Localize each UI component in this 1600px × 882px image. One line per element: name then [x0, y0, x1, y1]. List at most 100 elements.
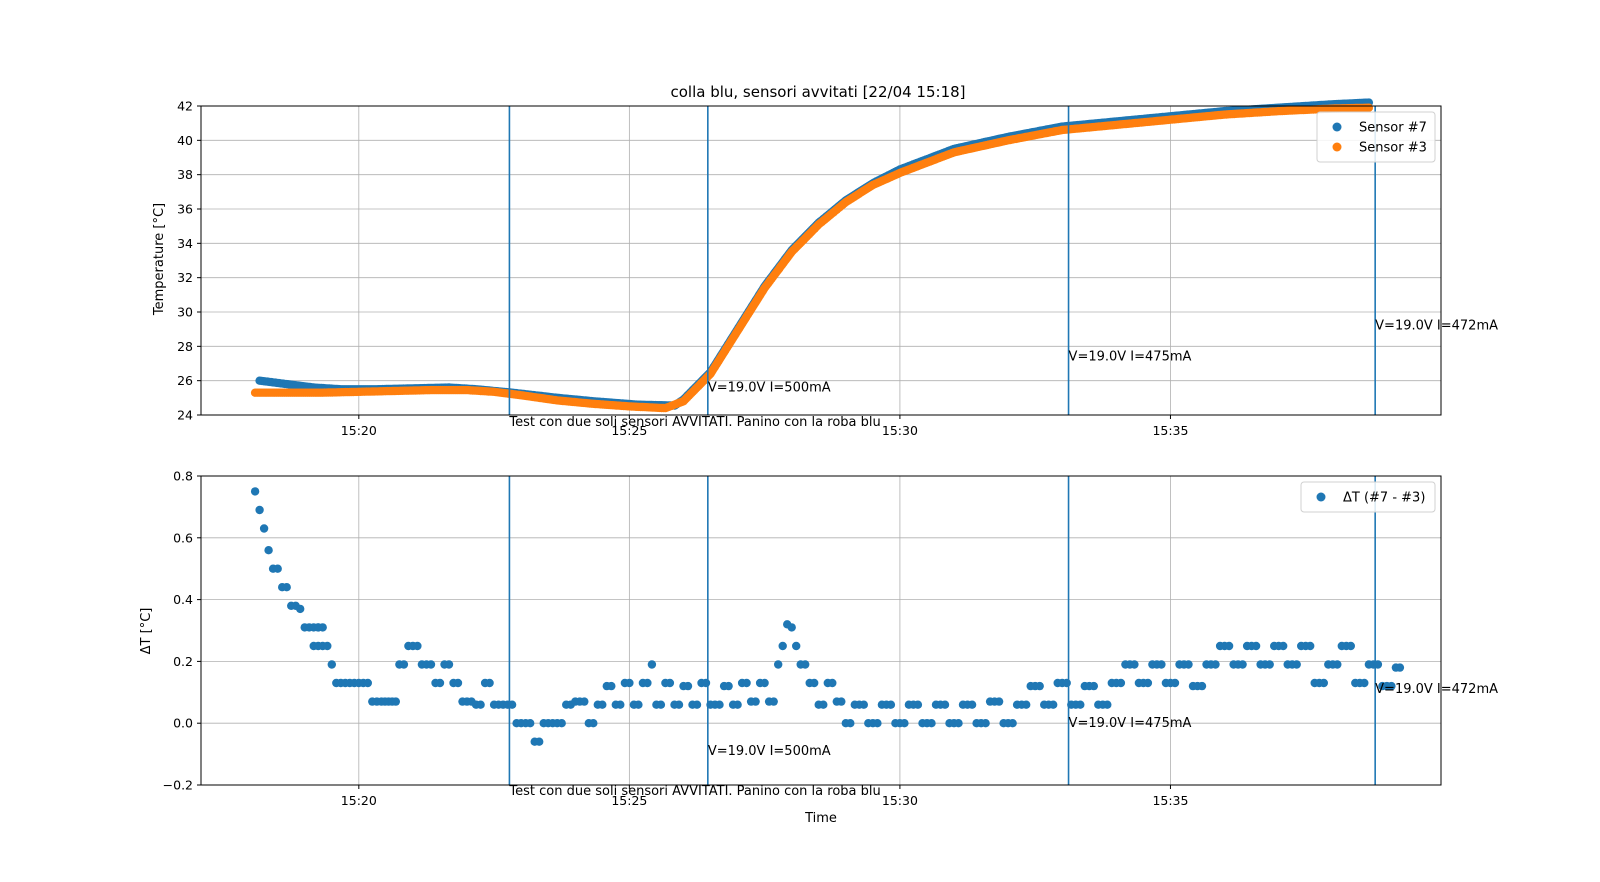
- data-point: [1170, 678, 1180, 688]
- data-point: [1292, 660, 1301, 669]
- delta-t-plot: ΔT [°C] Time Test con due soli sensori A…: [139, 469, 1498, 827]
- legend-label: ΔT (#7 - #3): [1343, 491, 1425, 506]
- annotation: Test con due soli sensori AVVITATI. Pani…: [508, 415, 880, 430]
- data-point: [1062, 678, 1071, 688]
- data-point: [598, 700, 607, 709]
- data-point: [837, 697, 846, 706]
- y-tick-label: 24: [177, 408, 193, 423]
- data-point: [692, 700, 702, 709]
- data-point: [634, 700, 643, 709]
- annotation: V=19.0V I=472mA: [1375, 319, 1498, 334]
- data-point: [1035, 681, 1044, 691]
- series-points: [250, 487, 1405, 746]
- data-point: [1238, 660, 1247, 669]
- data-point: [859, 700, 868, 709]
- data-point: [1103, 700, 1112, 709]
- data-point: [535, 737, 544, 746]
- annotation: V=19.0V I=500mA: [708, 381, 831, 396]
- data-point: [607, 681, 616, 691]
- data-point: [444, 660, 454, 669]
- annotations: Test con due soli sensori AVVITATI. Pani…: [508, 319, 1498, 430]
- data-point: [1333, 660, 1342, 669]
- data-point: [1130, 660, 1139, 669]
- y-tick-label: 0.8: [173, 469, 193, 484]
- data-point: [1360, 678, 1369, 688]
- chart-title: colla blu, sensori avvitati [22/04 15:18…: [670, 83, 965, 101]
- data-point: [1184, 660, 1193, 669]
- data-point: [873, 719, 882, 728]
- data-point: [715, 700, 724, 709]
- event-lines: [508, 476, 1376, 785]
- data-point: [1008, 719, 1017, 728]
- grid: [201, 475, 1441, 786]
- x-tick-label: 15:30: [882, 793, 918, 808]
- data-point: [1251, 641, 1261, 651]
- annotations: Test con due soli sensori AVVITATI. Pani…: [508, 682, 1498, 799]
- data-point: [900, 719, 909, 728]
- data-point: [435, 678, 445, 688]
- data-point: [792, 641, 801, 651]
- legend: Sensor #7 Sensor #3: [1316, 111, 1436, 163]
- data-point: [1265, 660, 1274, 669]
- data-point: [967, 700, 977, 709]
- x-axis-label: Time: [804, 811, 837, 826]
- data-point: [476, 700, 485, 709]
- data-point: [647, 660, 657, 669]
- data-point: [399, 660, 409, 669]
- data-point: [886, 700, 896, 709]
- x-tick-label: 15:20: [341, 423, 377, 438]
- data-point: [259, 524, 269, 533]
- data-point: [616, 700, 625, 709]
- y-axis-label: Temperature [°C]: [152, 203, 167, 316]
- data-point: [250, 487, 260, 496]
- data-point: [846, 719, 855, 728]
- y-tick-label: 42: [177, 99, 193, 114]
- data-point: [801, 660, 810, 669]
- data-point: [1197, 681, 1207, 691]
- data-point: [625, 678, 634, 688]
- data-point: [557, 719, 566, 728]
- data-point: [1279, 641, 1288, 651]
- data-point: [1076, 700, 1085, 709]
- plot-frame: [200, 475, 1442, 786]
- legend: ΔT (#7 - #3): [1300, 481, 1436, 513]
- data-point: [981, 719, 990, 728]
- data-point: [778, 641, 787, 651]
- data-point: [1319, 678, 1329, 688]
- y-tick-label: 34: [177, 236, 193, 251]
- data-point: [485, 678, 494, 688]
- axis-ticks: 15:20 15:25 15:30 15:35 24 26 28 30 32 34 36 38 40 42: [177, 99, 1188, 439]
- data-point: [733, 700, 742, 709]
- plot-frame: [200, 105, 1442, 416]
- legend-box: [1316, 111, 1436, 163]
- data-point: [589, 719, 598, 728]
- x-tick-label: 15:35: [1152, 423, 1188, 438]
- data-point: [426, 660, 436, 669]
- y-tick-label: 38: [177, 167, 193, 182]
- legend-label: Sensor #3: [1359, 141, 1427, 156]
- x-tick-label: 15:25: [611, 423, 647, 438]
- data-point: [363, 678, 372, 688]
- data-point: [1224, 641, 1234, 651]
- y-tick-label: 0.6: [173, 530, 193, 545]
- data-point: [453, 678, 463, 688]
- data-point: [724, 681, 733, 691]
- data-point: [314, 623, 323, 632]
- data-point: [656, 700, 666, 709]
- data-point: [751, 697, 760, 706]
- data-point: [913, 700, 923, 709]
- data-point: [1211, 660, 1220, 669]
- data-point: [1157, 660, 1166, 669]
- data-point: [1049, 700, 1058, 709]
- data-point: [323, 641, 332, 651]
- data-point: [1021, 700, 1031, 709]
- data-point: [665, 678, 675, 688]
- annotation: V=19.0V I=500mA: [708, 744, 831, 759]
- y-tick-label: 0.0: [173, 716, 193, 731]
- annotation: V=19.0V I=475mA: [1069, 716, 1192, 731]
- data-point: [940, 700, 950, 709]
- x-tick-label: 15:30: [882, 423, 918, 438]
- data-point: [1364, 103, 1374, 112]
- legend-box: [1300, 481, 1436, 513]
- data-point: [769, 697, 778, 706]
